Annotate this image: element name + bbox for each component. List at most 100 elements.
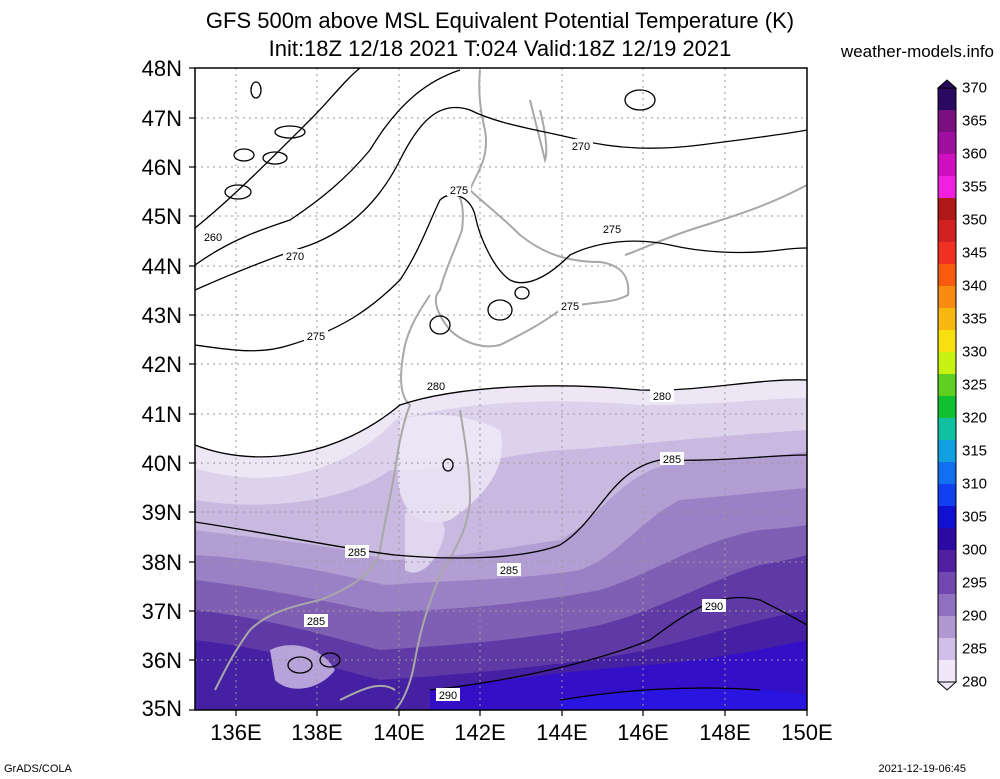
colorbar-swatch — [938, 594, 956, 617]
contour-label: 280 — [650, 389, 674, 403]
lat-label: 38N — [141, 550, 182, 575]
site-name: weather-models.info — [840, 42, 994, 61]
contour-labels: 260 270 270 275 275 275 275 280 280 285 … — [201, 139, 726, 702]
svg-text:280: 280 — [427, 381, 445, 393]
svg-text:270: 270 — [286, 251, 304, 263]
svg-text:285: 285 — [348, 547, 366, 559]
colorbar-label: 355 — [962, 178, 988, 196]
svg-text:290: 290 — [439, 690, 457, 702]
colorbar-swatch — [938, 132, 956, 155]
contour-label: 290 — [702, 599, 726, 613]
lat-label: 36N — [141, 648, 182, 673]
contour-label: 285 — [304, 614, 328, 628]
colorbar-swatch — [938, 286, 956, 309]
contour-label: 275 — [447, 183, 471, 197]
colorbar-label: 315 — [962, 442, 988, 460]
contour-label: 270 — [283, 249, 307, 263]
svg-text:285: 285 — [500, 565, 518, 577]
colorbar-swatch — [938, 638, 956, 661]
contour-label: 275 — [558, 299, 582, 313]
contour-label: 290 — [436, 688, 460, 702]
colorbar-label: 345 — [962, 244, 988, 262]
svg-text:270: 270 — [572, 141, 590, 153]
colorbar-swatch — [938, 264, 956, 287]
colorbar-label: 290 — [962, 607, 988, 625]
map-field — [195, 68, 807, 710]
lat-label: 39N — [141, 500, 182, 525]
lon-label: 150E — [781, 720, 833, 745]
colorbar-swatch — [938, 440, 956, 463]
contour-label: 275 — [304, 329, 328, 343]
colorbar-swatch — [938, 572, 956, 595]
colorbar-label: 340 — [962, 277, 988, 295]
map-frame — [194, 67, 808, 711]
contour-label: 285 — [660, 452, 684, 466]
lat-label: 47N — [141, 106, 182, 131]
colorbar-swatch — [938, 176, 956, 199]
colorbar-swatch — [938, 154, 956, 177]
axis-ticks — [189, 67, 808, 716]
lat-label: 46N — [141, 155, 182, 180]
colorbar-label: 350 — [962, 211, 988, 229]
lon-label: 144E — [536, 720, 588, 745]
contour-label: 280 — [424, 379, 448, 393]
lon-label: 142E — [454, 720, 506, 745]
colorbar-min-arrow — [936, 681, 958, 691]
colorbar-swatch — [938, 616, 956, 639]
contour-label: 270 — [569, 139, 593, 153]
colorbar-swatch — [938, 506, 956, 529]
colorbar-swatch — [938, 462, 956, 485]
colorbar-label: 305 — [962, 508, 988, 526]
svg-text:275: 275 — [450, 185, 468, 197]
colorbar-swatch — [938, 88, 956, 111]
contour-label: 285 — [345, 545, 369, 559]
lon-label: 148E — [699, 720, 751, 745]
svg-text:260: 260 — [204, 232, 222, 244]
colorbar-label: 310 — [962, 475, 988, 493]
svg-text:285: 285 — [307, 616, 325, 628]
colorbar-label: 360 — [962, 145, 988, 163]
colorbar-swatch — [938, 198, 956, 221]
lat-label: 48N — [141, 56, 182, 81]
coastlines — [214, 69, 807, 710]
colorbar-swatch — [938, 528, 956, 551]
footer-credit: GrADS/COLA — [4, 763, 72, 775]
colorbar-swatch — [938, 352, 956, 375]
svg-text:285: 285 — [663, 454, 681, 466]
colorbar-swatch — [938, 308, 956, 331]
svg-text:290: 290 — [705, 601, 723, 613]
colorbar-swatch — [938, 242, 956, 265]
lon-label: 146E — [617, 720, 669, 745]
colorbar-swatch — [938, 374, 956, 397]
colorbar-label: 320 — [962, 409, 988, 427]
colorbar-label: 285 — [962, 640, 988, 658]
colorbar-swatch — [938, 396, 956, 419]
lat-label: 42N — [141, 352, 182, 377]
svg-text:275: 275 — [603, 224, 621, 236]
colorbar-label: 365 — [962, 112, 988, 130]
lat-label: 35N — [141, 696, 182, 721]
footer-timestamp: 2021-12-19-06:45 — [878, 763, 966, 775]
contour-label: 260 — [201, 230, 225, 244]
svg-text:275: 275 — [561, 301, 579, 313]
lat-label: 43N — [141, 303, 182, 328]
map-title: GFS 500m above MSL Equivalent Potential … — [205, 8, 795, 33]
lon-label: 138E — [291, 720, 343, 745]
lon-label: 136E — [210, 720, 262, 745]
colorbar-swatch — [938, 550, 956, 573]
contours — [195, 68, 807, 701]
svg-text:280: 280 — [653, 391, 671, 403]
colorbar-label: 330 — [962, 343, 988, 361]
lat-label: 37N — [141, 599, 182, 624]
lat-label: 40N — [141, 451, 182, 476]
colorbar-max-arrow — [936, 79, 958, 89]
lat-label: 41N — [141, 402, 182, 427]
colorbar-swatch — [938, 660, 956, 683]
colorbar-swatch — [938, 110, 956, 133]
colorbar-swatch — [938, 418, 956, 441]
lon-label: 140E — [373, 720, 425, 745]
colorbar — [936, 79, 958, 691]
colorbar-label: 295 — [962, 574, 988, 592]
colorbar-label: 370 — [962, 79, 988, 97]
